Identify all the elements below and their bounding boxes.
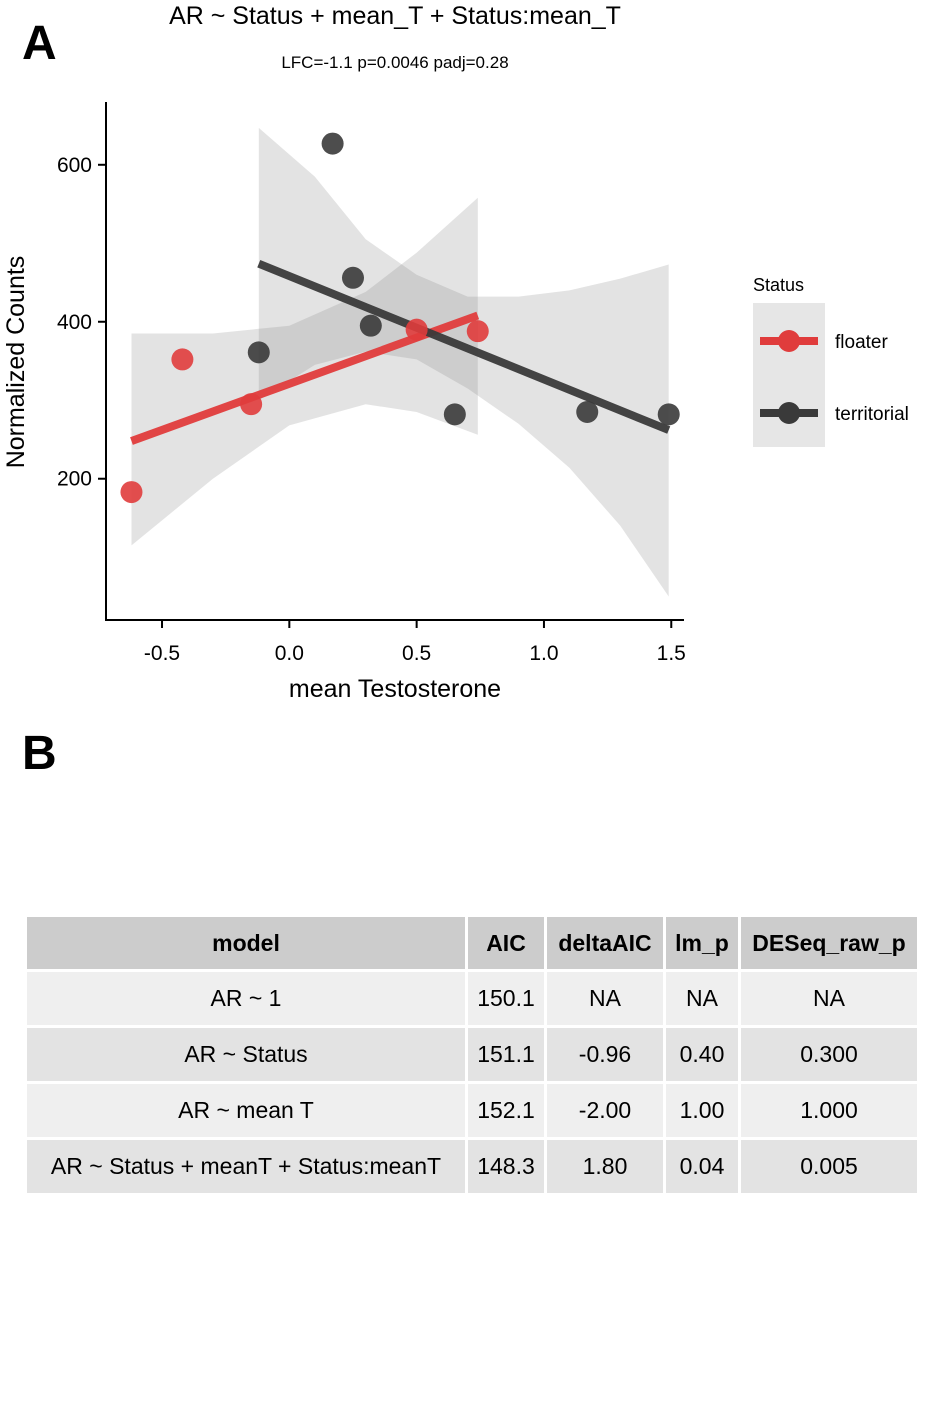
data-point-territorial: [576, 401, 599, 424]
x-tick-label: 1.0: [529, 642, 558, 665]
data-point-floater: [240, 393, 263, 416]
cell-lm-p: 0.40: [666, 1028, 738, 1081]
x-tick-label: -0.5: [144, 642, 180, 665]
cell-deseq-raw-p: 0.300: [741, 1028, 917, 1081]
data-point-territorial: [657, 403, 680, 426]
legend-title: Status: [753, 275, 804, 295]
data-point-floater: [171, 348, 194, 371]
cell-lm-p: NA: [666, 972, 738, 1025]
cell-delta-aic: 1.80: [547, 1140, 663, 1193]
model-comparison-table: model AIC deltaAIC lm_p DESeq_raw_p AR ~…: [24, 914, 920, 1196]
chart-subtitle: LFC=-1.1 p=0.0046 padj=0.28: [281, 53, 508, 72]
cell-aic: 151.1: [468, 1028, 544, 1081]
y-tick-label: 400: [57, 311, 92, 334]
cell-delta-aic: NA: [547, 972, 663, 1025]
panel-b-label: B: [22, 727, 57, 780]
scatter-chart: AR ~ Status + mean_T + Status:mean_T LFC…: [2, 2, 909, 703]
table-row: AR ~ 1 150.1 NA NA NA: [27, 972, 917, 1025]
legend-point-territorial: [778, 402, 800, 424]
header-aic: AIC: [468, 917, 544, 969]
fit-line-territorial: [257, 259, 671, 434]
data-point-territorial: [443, 403, 466, 426]
cell-aic: 148.3: [468, 1140, 544, 1193]
cell-model: AR ~ 1: [27, 972, 465, 1025]
confidence-bands: [131, 127, 669, 597]
data-point-territorial: [341, 266, 364, 289]
cell-delta-aic: -2.00: [547, 1084, 663, 1137]
header-deseq-raw-p: DESeq_raw_p: [741, 917, 917, 969]
data-point-floater: [120, 481, 143, 504]
cell-lm-p: 0.04: [666, 1140, 738, 1193]
data-points: [120, 132, 680, 504]
y-tick-label: 200: [57, 468, 92, 491]
header-delta-aic: deltaAIC: [547, 917, 663, 969]
table-header-row: model AIC deltaAIC lm_p DESeq_raw_p: [27, 917, 917, 969]
x-axis-label: mean Testosterone: [289, 675, 501, 703]
header-lm-p: lm_p: [666, 917, 738, 969]
chart-title: AR ~ Status + mean_T + Status:mean_T: [169, 2, 621, 30]
y-tick-label: 600: [57, 154, 92, 177]
legend-key-background: [753, 303, 825, 447]
data-point-territorial: [247, 341, 270, 364]
cell-aic: 152.1: [468, 1084, 544, 1137]
data-point-territorial: [359, 314, 382, 337]
legend-label-territorial: territorial: [835, 404, 909, 425]
legend-label-floater: floater: [835, 332, 888, 353]
y-axis-label: Normalized Counts: [2, 256, 30, 469]
table-row: AR ~ mean T 152.1 -2.00 1.00 1.000: [27, 1084, 917, 1137]
axes: -0.5 0.0 0.5 1.0 1.5 200 400 600: [57, 102, 686, 665]
confidence-band-floater: [131, 197, 478, 546]
legend: Status floater territorial: [753, 275, 909, 447]
x-tick-label: 1.5: [657, 642, 686, 665]
data-point-floater: [466, 320, 489, 343]
confidence-band-territorial: [258, 127, 669, 597]
data-point-territorial: [321, 132, 344, 155]
x-tick-label: 0.5: [402, 642, 431, 665]
cell-model: AR ~ mean T: [27, 1084, 465, 1137]
cell-deseq-raw-p: 0.005: [741, 1140, 917, 1193]
header-model: model: [27, 917, 465, 969]
cell-delta-aic: -0.96: [547, 1028, 663, 1081]
x-tick-label: 0.0: [275, 642, 304, 665]
cell-deseq-raw-p: NA: [741, 972, 917, 1025]
cell-deseq-raw-p: 1.000: [741, 1084, 917, 1137]
table-row: AR ~ Status 151.1 -0.96 0.40 0.300: [27, 1028, 917, 1081]
legend-point-floater: [778, 330, 800, 352]
cell-model: AR ~ Status: [27, 1028, 465, 1081]
cell-aic: 150.1: [468, 972, 544, 1025]
data-point-floater: [405, 318, 428, 341]
panel-a-label: A: [22, 17, 57, 70]
cell-model: AR ~ Status + meanT + Status:meanT: [27, 1140, 465, 1193]
cell-lm-p: 1.00: [666, 1084, 738, 1137]
table-row: AR ~ Status + meanT + Status:meanT 148.3…: [27, 1140, 917, 1193]
